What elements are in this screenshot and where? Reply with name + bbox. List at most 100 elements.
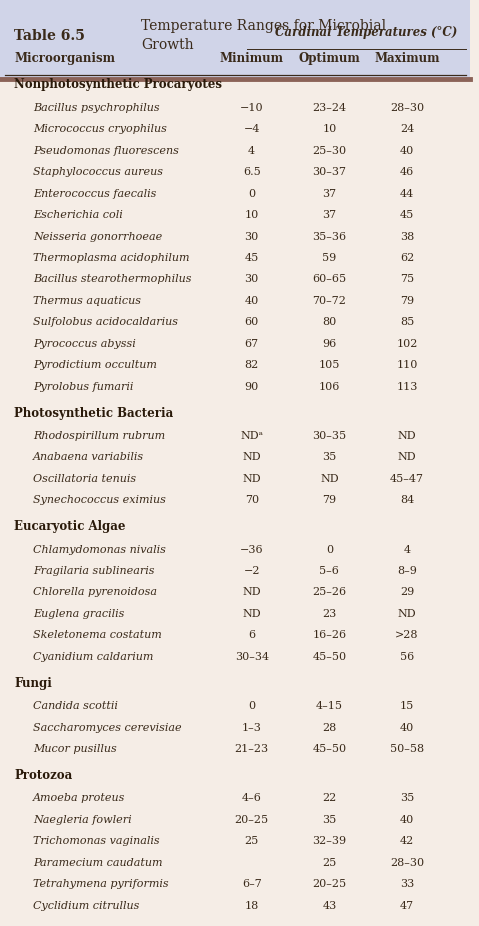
Text: Enterococcus faecalis: Enterococcus faecalis [33, 189, 156, 198]
Text: Fragilaria sublinearis: Fragilaria sublinearis [33, 566, 154, 576]
Text: ND: ND [242, 453, 261, 462]
Text: >28: >28 [395, 631, 419, 641]
Text: Escherichia coli: Escherichia coli [33, 210, 123, 220]
Text: 43: 43 [322, 901, 336, 910]
Text: −10: −10 [240, 103, 263, 113]
Text: 40: 40 [400, 145, 414, 156]
Text: 40: 40 [245, 295, 259, 306]
Text: Bacillus psychrophilus: Bacillus psychrophilus [33, 103, 160, 113]
Text: Synechococcus eximius: Synechococcus eximius [33, 495, 166, 506]
Text: Microorganism: Microorganism [14, 52, 115, 65]
Text: 18: 18 [245, 901, 259, 910]
Text: Optimum: Optimum [298, 52, 360, 65]
Text: 4: 4 [248, 145, 255, 156]
Text: 96: 96 [322, 339, 336, 349]
Text: 105: 105 [319, 360, 340, 370]
Text: 113: 113 [396, 382, 418, 392]
Text: Amoeba proteus: Amoeba proteus [33, 794, 125, 804]
Text: 24: 24 [400, 124, 414, 134]
Text: 6: 6 [248, 631, 255, 641]
Text: 80: 80 [322, 318, 336, 327]
Text: 47: 47 [400, 901, 414, 910]
Text: Cyclidium citrullus: Cyclidium citrullus [33, 901, 139, 910]
Text: 70–72: 70–72 [312, 295, 346, 306]
Text: 67: 67 [245, 339, 259, 349]
Text: 35: 35 [400, 794, 414, 804]
Text: Thermoplasma acidophilum: Thermoplasma acidophilum [33, 253, 189, 263]
Text: Pyrodictium occultum: Pyrodictium occultum [33, 360, 157, 370]
Text: 30: 30 [245, 274, 259, 284]
Text: 0: 0 [326, 544, 333, 555]
Text: 22: 22 [322, 794, 336, 804]
Text: 60: 60 [245, 318, 259, 327]
Text: Saccharomyces cerevisiae: Saccharomyces cerevisiae [33, 722, 182, 732]
Text: 45–50: 45–50 [312, 652, 346, 662]
Text: Trichomonas vaginalis: Trichomonas vaginalis [33, 836, 160, 846]
Text: 75: 75 [400, 274, 414, 284]
Text: Pyrolobus fumarii: Pyrolobus fumarii [33, 382, 133, 392]
Text: Nonphotosynthetic Procaryotes: Nonphotosynthetic Procaryotes [14, 79, 222, 92]
Text: Oscillatoria tenuis: Oscillatoria tenuis [33, 474, 136, 483]
Text: Tetrahymena pyriformis: Tetrahymena pyriformis [33, 879, 169, 889]
Text: Fungi: Fungi [14, 677, 52, 690]
Text: 44: 44 [400, 189, 414, 198]
Text: 102: 102 [396, 339, 418, 349]
Text: 85: 85 [400, 318, 414, 327]
Text: Anabaena variabilis: Anabaena variabilis [33, 453, 144, 462]
Text: 30: 30 [245, 232, 259, 242]
Text: 45: 45 [245, 253, 259, 263]
Text: ND: ND [320, 474, 339, 483]
Text: ND: ND [242, 609, 261, 619]
Text: 4: 4 [403, 544, 411, 555]
Text: Thermus aquaticus: Thermus aquaticus [33, 295, 141, 306]
Text: 60–65: 60–65 [312, 274, 346, 284]
Text: 10: 10 [245, 210, 259, 220]
Text: ND: ND [242, 474, 261, 483]
Text: 20–25: 20–25 [235, 815, 269, 825]
Text: 30–34: 30–34 [235, 652, 269, 662]
Text: 70: 70 [245, 495, 259, 506]
Text: Chlamydomonas nivalis: Chlamydomonas nivalis [33, 544, 166, 555]
Text: 84: 84 [400, 495, 414, 506]
Text: 50–58: 50–58 [390, 745, 424, 754]
Text: 28: 28 [322, 722, 336, 732]
FancyBboxPatch shape [0, 0, 470, 80]
Text: 4–6: 4–6 [242, 794, 262, 804]
Text: 79: 79 [400, 295, 414, 306]
Text: 33: 33 [400, 879, 414, 889]
Text: 62: 62 [400, 253, 414, 263]
Text: Staphylococcus aureus: Staphylococcus aureus [33, 168, 163, 177]
Text: 6.5: 6.5 [243, 168, 261, 177]
Text: 25–30: 25–30 [312, 145, 346, 156]
Text: Table 6.5: Table 6.5 [14, 29, 85, 43]
Text: 23–24: 23–24 [312, 103, 346, 113]
Text: Mucor pusillus: Mucor pusillus [33, 745, 117, 754]
Text: 79: 79 [322, 495, 336, 506]
Text: Paramecium caudatum: Paramecium caudatum [33, 857, 162, 868]
Text: 25–26: 25–26 [312, 587, 346, 597]
Text: ND: ND [398, 453, 416, 462]
Text: 1–3: 1–3 [242, 722, 262, 732]
Text: Maximum: Maximum [374, 52, 440, 65]
Text: 28–30: 28–30 [390, 857, 424, 868]
Text: Chlorella pyrenoidosa: Chlorella pyrenoidosa [33, 587, 157, 597]
Text: 106: 106 [319, 382, 340, 392]
Text: Micrococcus cryophilus: Micrococcus cryophilus [33, 124, 167, 134]
Text: Cyanidium caldarium: Cyanidium caldarium [33, 652, 153, 662]
Text: Candida scottii: Candida scottii [33, 701, 118, 711]
Text: 25: 25 [322, 857, 336, 868]
Text: 35–36: 35–36 [312, 232, 346, 242]
Text: 46: 46 [400, 168, 414, 177]
Text: 5–6: 5–6 [319, 566, 339, 576]
Text: −36: −36 [240, 544, 263, 555]
Text: 56: 56 [400, 652, 414, 662]
Text: 25: 25 [245, 836, 259, 846]
Text: 40: 40 [400, 722, 414, 732]
Text: Photosynthetic Bacteria: Photosynthetic Bacteria [14, 407, 173, 419]
Text: 45–47: 45–47 [390, 474, 424, 483]
Text: Cardinal Temperatures (°C): Cardinal Temperatures (°C) [274, 26, 457, 39]
Text: 4–15: 4–15 [316, 701, 343, 711]
Text: 82: 82 [245, 360, 259, 370]
Text: 45: 45 [400, 210, 414, 220]
Text: Protozoa: Protozoa [14, 769, 72, 782]
